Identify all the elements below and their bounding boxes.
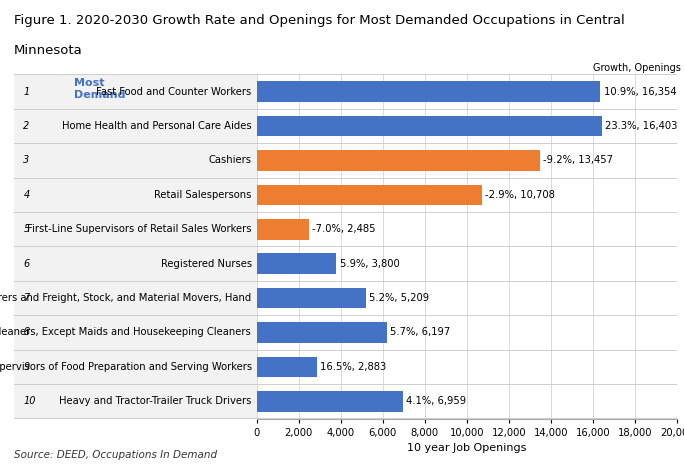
Bar bbox=[256, 150, 540, 171]
Bar bbox=[256, 391, 403, 412]
Text: 5.2%, 5,209: 5.2%, 5,209 bbox=[369, 293, 430, 303]
Text: Most
Demand: Most Demand bbox=[75, 79, 126, 100]
Text: 5.7%, 6,197: 5.7%, 6,197 bbox=[390, 327, 450, 338]
Text: 23.3%, 16,403: 23.3%, 16,403 bbox=[605, 121, 677, 131]
Text: 4.1%, 6,959: 4.1%, 6,959 bbox=[406, 396, 466, 406]
Bar bbox=[256, 185, 482, 205]
Text: 10.9%, 16,354: 10.9%, 16,354 bbox=[603, 86, 676, 97]
Text: 9: 9 bbox=[23, 362, 29, 372]
Text: 10: 10 bbox=[23, 396, 36, 406]
Text: Cashiers: Cashiers bbox=[209, 155, 252, 166]
Text: Retail Salespersons: Retail Salespersons bbox=[155, 190, 252, 200]
Text: Home Health and Personal Care Aides: Home Health and Personal Care Aides bbox=[62, 121, 252, 131]
Text: 5.9%, 3,800: 5.9%, 3,800 bbox=[339, 259, 399, 269]
Bar bbox=[256, 288, 366, 308]
Text: 5: 5 bbox=[23, 224, 29, 234]
Text: 6: 6 bbox=[23, 259, 29, 269]
Bar bbox=[256, 253, 337, 274]
Text: 16.5%, 2,883: 16.5%, 2,883 bbox=[320, 362, 386, 372]
X-axis label: 10 year Job Openings: 10 year Job Openings bbox=[407, 443, 527, 453]
Text: Source: DEED, Occupations In Demand: Source: DEED, Occupations In Demand bbox=[14, 450, 217, 460]
Text: Heavy and Tractor-Trailer Truck Drivers: Heavy and Tractor-Trailer Truck Drivers bbox=[60, 396, 252, 406]
Text: -2.9%, 10,708: -2.9%, 10,708 bbox=[485, 190, 555, 200]
Bar bbox=[256, 116, 601, 136]
Text: Fast Food and Counter Workers: Fast Food and Counter Workers bbox=[96, 86, 252, 97]
Text: -7.0%, 2,485: -7.0%, 2,485 bbox=[312, 224, 376, 234]
Text: -9.2%, 13,457: -9.2%, 13,457 bbox=[542, 155, 613, 166]
Text: 1: 1 bbox=[23, 86, 29, 97]
Text: Registered Nurses: Registered Nurses bbox=[161, 259, 252, 269]
Text: First-Line Supervisors of Retail Sales Workers: First-Line Supervisors of Retail Sales W… bbox=[27, 224, 252, 234]
Text: First-Line Supervisors of Food Preparation and Serving Workers: First-Line Supervisors of Food Preparati… bbox=[0, 362, 252, 372]
Bar bbox=[256, 219, 308, 239]
Text: Figure 1. 2020-2030 Growth Rate and Openings for Most Demanded Occupations in Ce: Figure 1. 2020-2030 Growth Rate and Open… bbox=[14, 14, 624, 27]
Bar bbox=[256, 357, 317, 377]
Text: 7: 7 bbox=[23, 293, 29, 303]
Text: 3: 3 bbox=[23, 155, 29, 166]
Text: Janitors and Cleaners, Except Maids and Housekeeping Cleaners: Janitors and Cleaners, Except Maids and … bbox=[0, 327, 252, 338]
Text: Minnesota: Minnesota bbox=[14, 44, 83, 57]
Bar bbox=[256, 81, 601, 102]
Bar bbox=[256, 322, 387, 343]
Text: Growth, Openings: Growth, Openings bbox=[593, 63, 681, 73]
Text: 4: 4 bbox=[23, 190, 29, 200]
Text: Laborers and Freight, Stock, and Material Movers, Hand: Laborers and Freight, Stock, and Materia… bbox=[0, 293, 252, 303]
Text: 8: 8 bbox=[23, 327, 29, 338]
Text: 2: 2 bbox=[23, 121, 29, 131]
